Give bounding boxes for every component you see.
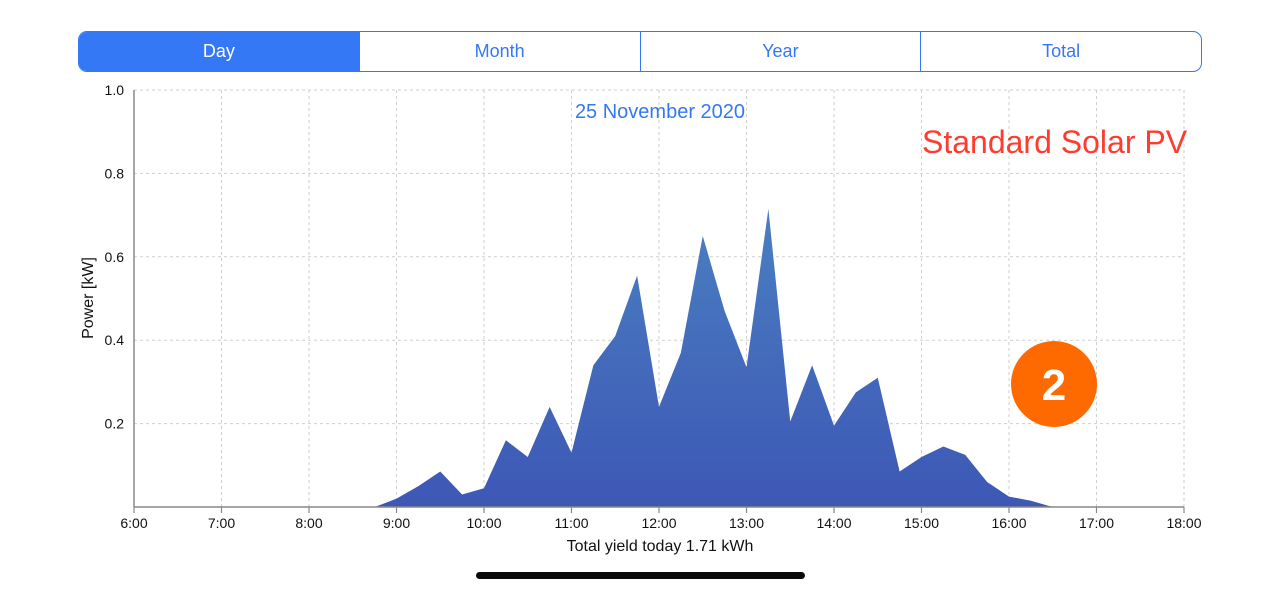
x-tick-label: 11:00 xyxy=(555,515,589,531)
x-tick-label: 12:00 xyxy=(641,515,676,531)
x-tick-label: 18:00 xyxy=(1166,515,1201,531)
x-axis-title: Total yield today 1.71 kWh xyxy=(567,538,754,555)
x-tick-label: 16:00 xyxy=(991,515,1026,531)
number-badge: 2 xyxy=(1042,361,1066,410)
y-tick-label: 1.0 xyxy=(105,82,125,98)
y-tick-label: 0.8 xyxy=(105,165,125,181)
y-tick-label: 0.4 xyxy=(105,332,125,348)
x-tick-label: 17:00 xyxy=(1079,515,1114,531)
x-tick-label: 6:00 xyxy=(120,515,147,531)
tab-total[interactable]: Total xyxy=(920,32,1201,71)
x-tick-label: 10:00 xyxy=(466,515,501,531)
number-badge-circle xyxy=(1011,341,1097,427)
tab-month[interactable]: Month xyxy=(358,32,640,71)
area-series-layer xyxy=(374,208,1053,507)
x-tick-label: 9:00 xyxy=(383,515,410,531)
x-tick-label: 8:00 xyxy=(295,515,322,531)
tab-day[interactable]: Day xyxy=(79,32,359,71)
x-tick-label: 13:00 xyxy=(729,515,764,531)
x-tick-label: 7:00 xyxy=(208,515,235,531)
home-indicator xyxy=(476,572,805,579)
chart-date-title: 25 November 2020 xyxy=(575,101,745,123)
tab-year[interactable]: Year xyxy=(639,32,921,71)
x-tick-label: 15:00 xyxy=(904,515,939,531)
power-area-series xyxy=(374,208,1053,507)
axis-ticks: 6:00 7:00 8:00 9:00 10:00 11:00 12:00 13:00 14:0… xyxy=(105,82,1202,531)
y-tick-label: 0.6 xyxy=(105,249,125,265)
y-tick-label: 0.2 xyxy=(105,416,125,432)
standard-solar-pv-label: Standard Solar PV xyxy=(922,124,1188,160)
x-tick-label: 14:00 xyxy=(816,515,851,531)
period-segmented-control: Day Month Year Total xyxy=(78,31,1202,72)
y-axis-title: Power [kW] xyxy=(80,257,97,339)
